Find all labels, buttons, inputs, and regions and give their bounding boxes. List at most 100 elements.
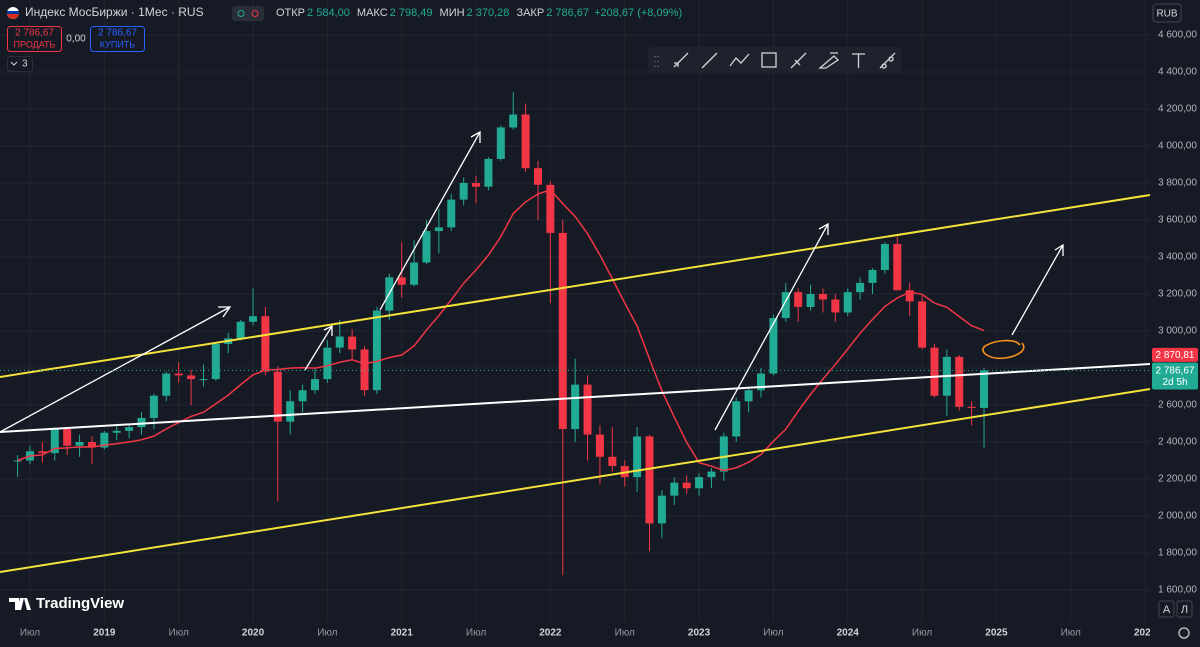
price-axis xyxy=(1150,0,1200,622)
eye-icon[interactable] xyxy=(251,10,259,17)
drag-handle[interactable] xyxy=(654,56,659,67)
grid xyxy=(0,0,1150,622)
candle xyxy=(112,425,121,441)
candle-body xyxy=(162,373,171,396)
candle xyxy=(125,423,134,439)
sell-label[interactable]: ПРОДАТЬ xyxy=(14,39,56,49)
candle-body xyxy=(880,244,889,270)
candle xyxy=(955,355,964,411)
indicators-count[interactable]: 3 xyxy=(22,59,28,70)
candle xyxy=(732,397,741,442)
tool-pen[interactable] xyxy=(818,52,840,69)
candle-body xyxy=(273,371,282,422)
candle xyxy=(63,427,72,455)
sell-price[interactable]: 2 786,67 xyxy=(15,28,54,39)
logo-icon xyxy=(9,598,31,610)
y-tick-label: 2 600,00 xyxy=(1158,400,1197,411)
change: +208,67 (+8,09%) xyxy=(594,7,682,19)
logo-text: TradingView xyxy=(36,595,124,612)
settings-icon[interactable] xyxy=(1178,627,1190,639)
candle-body xyxy=(670,482,679,496)
visibility-toggles[interactable] xyxy=(232,6,264,21)
tool-ray[interactable] xyxy=(673,52,689,68)
auto-scale-label[interactable]: A xyxy=(1163,604,1171,616)
candle xyxy=(459,177,468,206)
candle-body xyxy=(484,158,493,187)
candle xyxy=(521,103,530,172)
currency[interactable]: RUB xyxy=(1156,9,1177,20)
candle-body xyxy=(100,432,109,448)
high-label: МАКС xyxy=(357,7,388,19)
candle xyxy=(434,208,443,254)
candle xyxy=(868,268,877,294)
tool-measure[interactable] xyxy=(879,52,896,69)
candle xyxy=(211,342,220,381)
x-tick-label: Июл xyxy=(615,628,635,639)
tool-text[interactable] xyxy=(852,53,865,68)
candle-body xyxy=(149,395,158,418)
candle-body xyxy=(187,375,196,380)
candle-body xyxy=(125,427,134,431)
candle-body xyxy=(868,269,877,283)
candle-body xyxy=(137,417,146,428)
candle xyxy=(757,367,766,398)
candle xyxy=(546,181,555,304)
close-value: 2 786,67 xyxy=(546,7,589,19)
candle-body xyxy=(521,114,530,169)
candle xyxy=(323,340,332,383)
candle xyxy=(831,293,840,322)
buy-button[interactable] xyxy=(90,26,145,52)
candle-body xyxy=(930,347,939,396)
candle-body xyxy=(472,182,481,187)
arrow xyxy=(1011,243,1064,336)
indicators-toggle[interactable] xyxy=(7,56,33,72)
candle-body xyxy=(744,390,753,402)
high-value: 2 798,49 xyxy=(390,7,433,19)
eye-icon[interactable] xyxy=(237,10,245,17)
candle xyxy=(335,319,344,354)
candle xyxy=(645,434,654,552)
candle xyxy=(781,282,790,322)
buy-price[interactable]: 2 786,67 xyxy=(98,28,137,39)
candle xyxy=(794,288,803,322)
chevron[interactable] xyxy=(10,61,18,66)
symbol[interactable]: Индекс МосБиржи · 1Мес · RUS xyxy=(25,5,204,19)
auto-scale-button[interactable] xyxy=(1158,600,1175,618)
candle xyxy=(496,125,505,161)
candle xyxy=(558,219,567,576)
log-scale-button[interactable] xyxy=(1176,600,1193,618)
candle-body xyxy=(955,356,964,407)
candle-body xyxy=(794,292,803,307)
tool-brush[interactable] xyxy=(790,52,807,69)
x-tick-label: Июл xyxy=(763,628,783,639)
candle xyxy=(657,490,666,539)
candle xyxy=(893,236,902,291)
candle-body xyxy=(236,321,245,339)
candle-body xyxy=(447,199,456,228)
candle xyxy=(583,375,592,461)
candle xyxy=(806,284,815,311)
sell-button[interactable] xyxy=(7,26,62,52)
x-tick-label: 2019 xyxy=(93,628,116,639)
currency-box[interactable] xyxy=(1152,3,1182,23)
open-label: ОТКР xyxy=(276,7,305,19)
tool-path[interactable] xyxy=(729,53,750,67)
candle-body xyxy=(496,127,505,159)
candle xyxy=(472,175,481,204)
tool-line[interactable] xyxy=(701,52,718,69)
log-scale-label[interactable]: Л xyxy=(1181,604,1188,616)
candle xyxy=(509,92,518,130)
candle xyxy=(608,427,617,472)
tool-rectangle[interactable] xyxy=(761,52,777,68)
candle xyxy=(13,454,22,478)
candle-body xyxy=(595,434,604,457)
arrow xyxy=(304,324,333,371)
candle xyxy=(980,368,989,448)
buy-label[interactable]: КУПИТЬ xyxy=(100,39,135,49)
candle-body xyxy=(298,390,307,402)
highlight-circle xyxy=(982,339,1025,360)
y-tick-label: 2 000,00 xyxy=(1158,511,1197,522)
candle xyxy=(818,288,827,313)
candle xyxy=(856,277,865,300)
